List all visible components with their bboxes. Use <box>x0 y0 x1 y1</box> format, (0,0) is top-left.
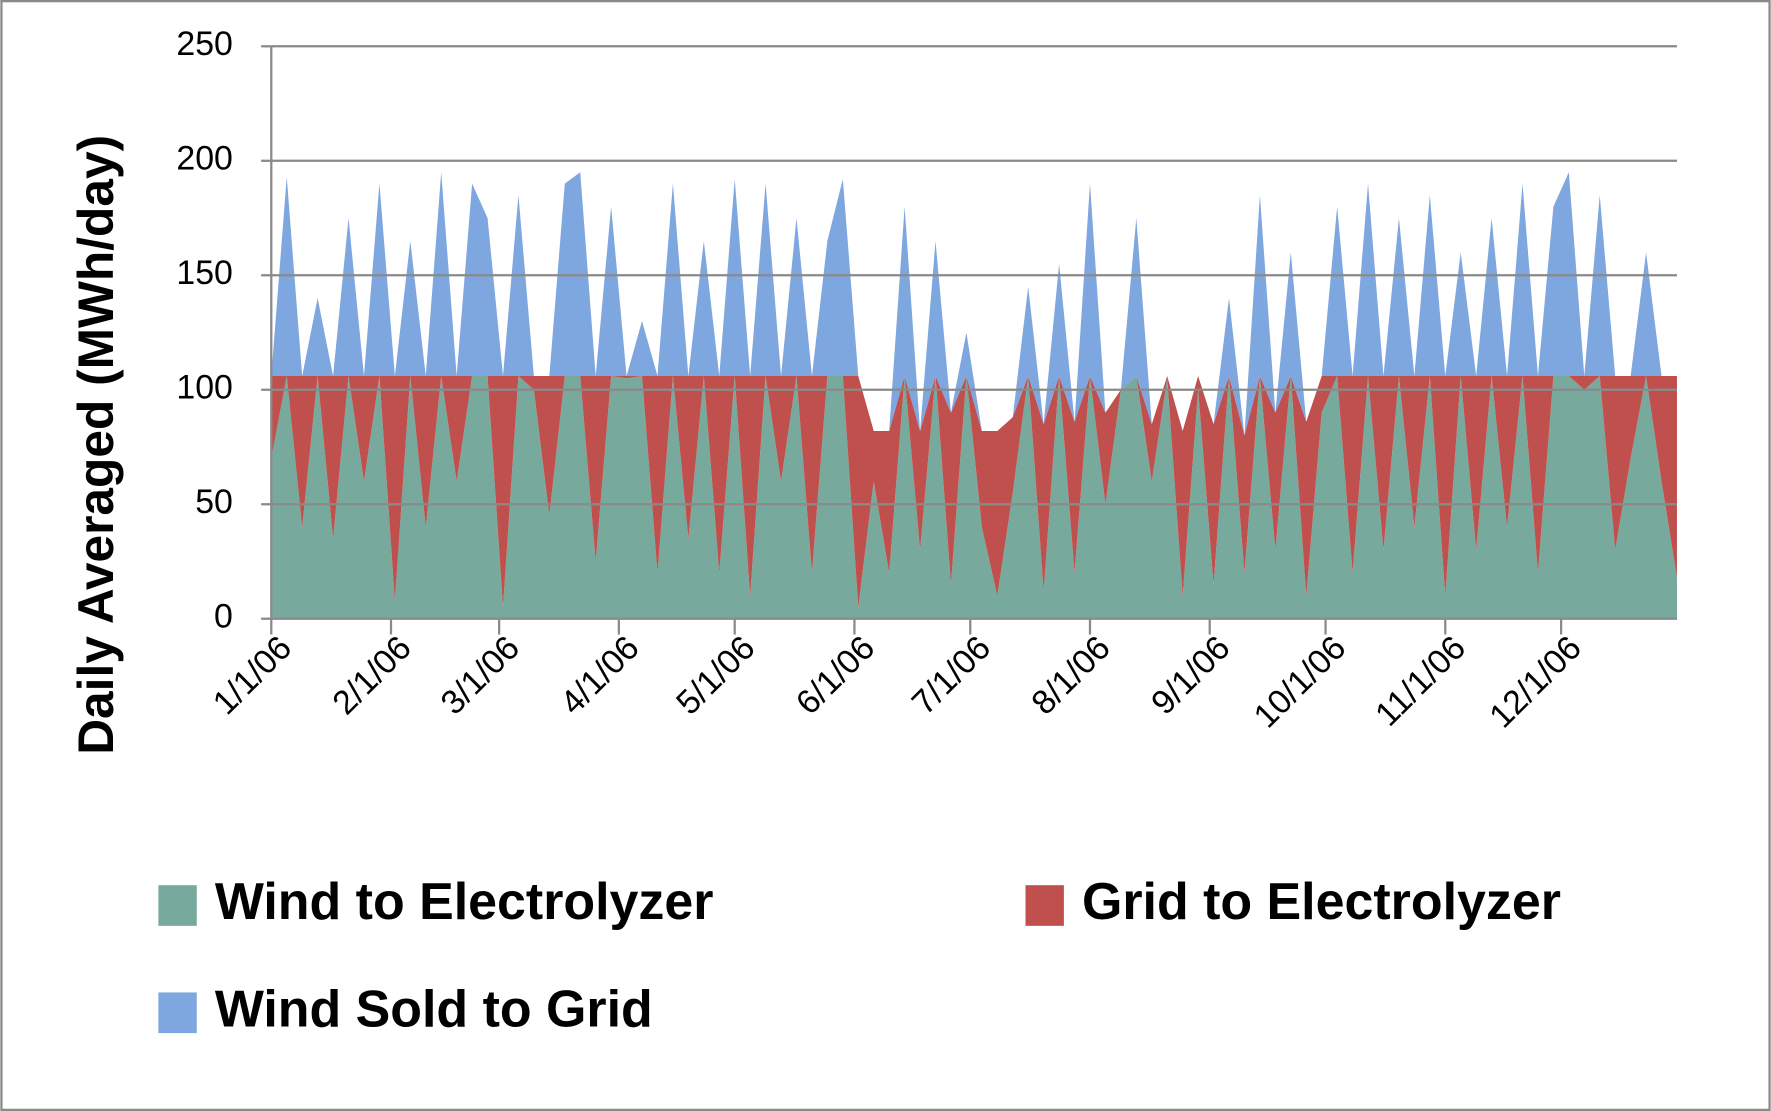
y-tick-label: 200 <box>176 140 233 178</box>
y-tick-label: 100 <box>176 369 233 407</box>
area <box>271 172 1677 436</box>
legend-swatch <box>158 992 197 1034</box>
area <box>271 376 1677 619</box>
y-tick-label: 250 <box>176 25 233 63</box>
legend-swatch <box>158 885 197 926</box>
area <box>271 376 1677 608</box>
legend-label: Grid to Electrolyzer <box>1082 873 1561 931</box>
y-axis-title: Daily Averaged (MWh/day) <box>68 135 124 755</box>
legend-label: Wind to Electrolyzer <box>215 873 714 931</box>
legend-swatch <box>1025 885 1064 926</box>
y-tick-label: 0 <box>214 598 233 636</box>
y-tick-label: 50 <box>195 483 233 521</box>
legend-label: Wind Sold to Grid <box>215 980 653 1038</box>
y-tick-label: 150 <box>176 254 233 292</box>
